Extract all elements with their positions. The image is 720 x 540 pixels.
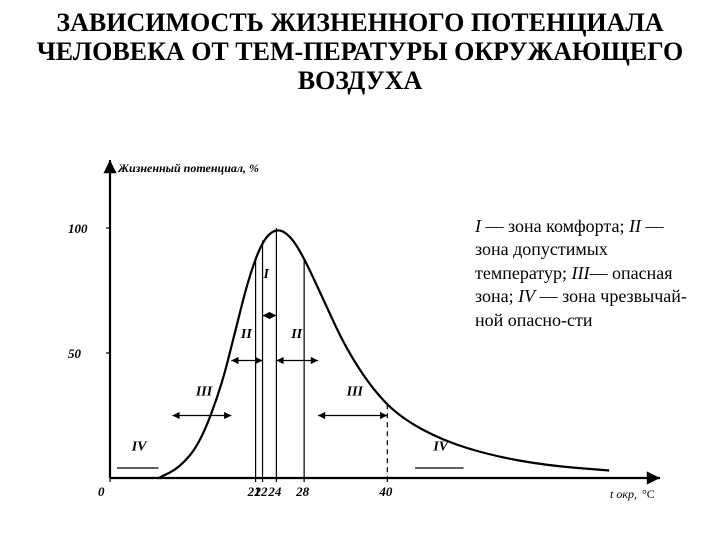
svg-text:IV: IV — [432, 440, 449, 455]
page-title: ЗАВИСИМОСТЬ ЖИЗНЕННОГО ПОТЕНЦИАЛА ЧЕЛОВЕ… — [0, 8, 720, 95]
life-potential-chart: Жизненный потенциал, %1005002122242840t … — [25, 148, 690, 523]
svg-text:22: 22 — [254, 484, 268, 499]
svg-text:I: I — [262, 267, 269, 282]
svg-text:Жизненный потенциал, %: Жизненный потенциал, % — [117, 161, 259, 175]
svg-text:IV: IV — [131, 440, 148, 455]
svg-text:III: III — [195, 385, 213, 400]
svg-text:III: III — [346, 385, 364, 400]
svg-text:0: 0 — [98, 484, 105, 499]
svg-text:50: 50 — [68, 346, 82, 361]
svg-text:t окр,: t окр, — [610, 487, 637, 501]
svg-text:24: 24 — [267, 484, 282, 499]
svg-text:°C: °C — [642, 487, 655, 501]
svg-text:II: II — [290, 327, 302, 342]
svg-text:100: 100 — [68, 221, 88, 236]
svg-text:II: II — [240, 327, 252, 342]
svg-text:28: 28 — [295, 484, 310, 499]
svg-text:40: 40 — [378, 484, 393, 499]
